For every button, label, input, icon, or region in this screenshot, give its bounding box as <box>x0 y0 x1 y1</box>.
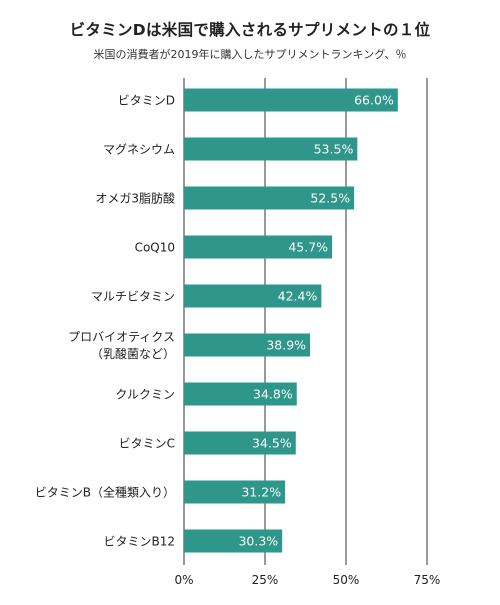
bar <box>184 186 355 210</box>
data-label: 42.4% <box>278 289 318 304</box>
data-label: 34.8% <box>253 387 293 402</box>
category-label: オメガ3脂肪酸 <box>95 191 175 206</box>
data-label: 52.5% <box>310 191 350 206</box>
category-label: ビタミンB12 <box>103 535 175 549</box>
bar <box>184 529 283 553</box>
bar <box>184 431 296 455</box>
category-label: クルクミン <box>115 388 175 402</box>
data-label: 53.5% <box>314 142 354 157</box>
category-label-line: （乳酸菌など） <box>91 346 175 361</box>
category-label-line: ビタミンB（全種類入り） <box>35 485 175 500</box>
category-label-line: ビタミンC <box>119 437 175 451</box>
category-label-line: クルクミン <box>115 388 175 402</box>
category-label: マルチビタミン <box>91 290 175 304</box>
x-tick-label: 0% <box>174 573 193 587</box>
category-label: ビタミンD <box>118 94 175 108</box>
data-label: 30.3% <box>238 534 278 549</box>
data-label: 31.2% <box>241 485 281 500</box>
chart-title: ビタミンDは米国で購入されるサプリメントの１位 <box>69 21 431 39</box>
category-label-line: CoQ10 <box>135 241 175 255</box>
category-label: CoQ10 <box>135 241 175 255</box>
data-label: 38.9% <box>266 338 306 353</box>
chart-subtitle: 米国の消費者が2019年に購入したサプリメントランキング、％ <box>93 48 407 61</box>
data-label: 34.5% <box>252 436 292 451</box>
bar <box>184 382 297 406</box>
bar <box>184 235 333 259</box>
bar <box>184 333 311 357</box>
category-label: ビタミンB（全種類入り） <box>35 485 175 500</box>
x-tick-label: 75% <box>414 573 441 587</box>
category-label: プロバイオティクス （乳酸菌など） <box>68 330 175 361</box>
data-label: 45.7% <box>288 240 328 255</box>
bar <box>184 284 322 308</box>
category-label-line: ビタミンD <box>118 94 175 108</box>
category-label-line: マルチビタミン <box>91 290 175 304</box>
category-label: ビタミンC <box>119 437 175 451</box>
x-tick-label: 50% <box>333 573 360 587</box>
bar <box>184 88 398 112</box>
x-tick-label: 25% <box>252 573 279 587</box>
category-label-line: プロバイオティクス <box>68 330 175 344</box>
bar <box>184 137 358 161</box>
category-label: マグネシウム <box>103 143 175 157</box>
category-label-line: マグネシウム <box>103 143 175 157</box>
category-label-line: ビタミンB12 <box>103 535 175 549</box>
bar <box>184 480 286 504</box>
category-label-line: オメガ3脂肪酸 <box>95 191 175 206</box>
data-label: 66.0% <box>354 93 394 108</box>
